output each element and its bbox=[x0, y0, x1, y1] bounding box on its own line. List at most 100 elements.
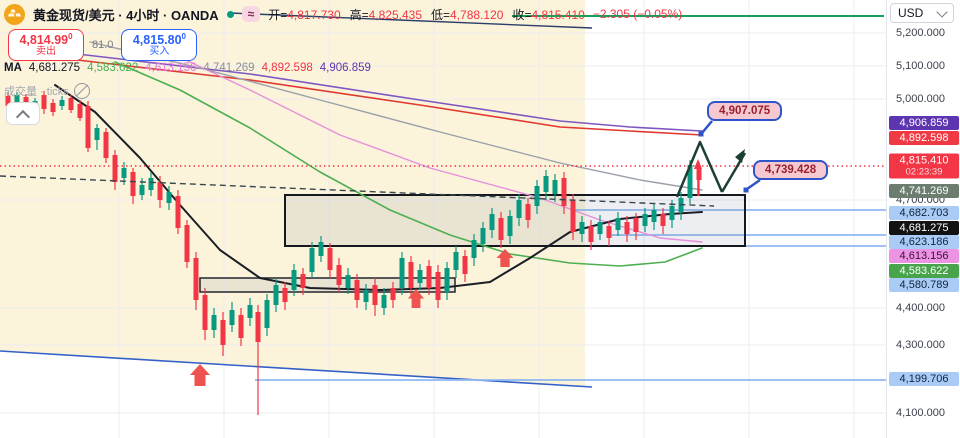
candle-body bbox=[336, 265, 342, 285]
candle-body bbox=[498, 218, 504, 240]
toolbar: 黄金现货/美元 · 4小时 · OANDA ≈ 开=4,817.730 高=4,8… bbox=[4, 0, 682, 28]
ma-slate bbox=[89, 41, 703, 191]
candle-body bbox=[471, 240, 477, 258]
candle-body bbox=[318, 242, 324, 256]
candle-body bbox=[669, 206, 675, 220]
ohlc-item: 高=4,825.435 bbox=[349, 7, 423, 22]
dashed-trendline-drawing[interactable] bbox=[0, 175, 715, 207]
axis-price-badge: 4,199.706 bbox=[889, 372, 959, 386]
symbol-title[interactable]: 黄金现货/美元 · 4小时 · OANDA bbox=[33, 7, 219, 23]
candle-body bbox=[130, 172, 136, 196]
collapse-panel-button[interactable] bbox=[6, 102, 40, 125]
axis-price-label: 5,000.000 bbox=[896, 93, 945, 105]
candle-body bbox=[273, 285, 279, 305]
up-arrow-marker[interactable] bbox=[190, 364, 210, 386]
candle-body bbox=[50, 103, 56, 112]
candle-body bbox=[588, 226, 594, 242]
candle-body bbox=[417, 270, 423, 283]
candle-body bbox=[157, 182, 163, 200]
candle-body bbox=[327, 248, 333, 270]
price-callout-high[interactable]: 4,907.075 bbox=[707, 101, 783, 121]
buy-button[interactable]: 4,815.800 买入 bbox=[121, 29, 198, 61]
axis-price-label: 4,100.000 bbox=[896, 407, 945, 419]
ma-red bbox=[59, 57, 703, 136]
axis-price-badge: 4,741.269 bbox=[889, 184, 959, 198]
volume-indicator-legend[interactable]: 成交量 · ticks bbox=[4, 83, 90, 99]
candle-body bbox=[606, 226, 612, 238]
trade-panel: 4,814.990 卖出 81.0 4,815.800 买入 bbox=[8, 29, 198, 61]
callout-tail bbox=[701, 120, 713, 134]
channel-bottom-drawing[interactable] bbox=[0, 350, 593, 388]
axis-price-badge: 4,613.156 bbox=[889, 249, 959, 263]
callout-anchor-dot bbox=[743, 187, 749, 193]
candle-body bbox=[462, 256, 468, 274]
eye-off-icon[interactable] bbox=[73, 83, 90, 99]
candle-body bbox=[291, 270, 297, 290]
candle-body bbox=[77, 104, 83, 118]
candle-body bbox=[14, 95, 20, 103]
ohlc-item: 收=4,815.410 bbox=[512, 7, 585, 22]
candle-body bbox=[453, 252, 459, 270]
candle-body bbox=[399, 258, 405, 288]
ma-legend[interactable]: MA 4,681.275 4,583.622 4,613.156 4,741.269 4… bbox=[4, 62, 371, 74]
candle-body bbox=[390, 288, 396, 300]
candle-body bbox=[229, 310, 235, 325]
candle-body bbox=[255, 312, 261, 342]
candle-body bbox=[534, 186, 540, 206]
market-open-dot-icon bbox=[226, 10, 234, 18]
zigzag-projection-drawing[interactable] bbox=[675, 140, 724, 198]
candle-body bbox=[112, 155, 118, 182]
ma-legend-label: MA bbox=[4, 62, 22, 74]
candle-body bbox=[363, 290, 369, 302]
approx-price-badge[interactable]: ≈ bbox=[241, 6, 261, 22]
channel-top-drawing[interactable] bbox=[229, 12, 593, 29]
candle-body bbox=[561, 178, 567, 206]
candle-body bbox=[660, 214, 666, 226]
candle-body bbox=[516, 200, 522, 218]
price-axis[interactable]: USD 5,200.000 5,100.000 5,000.000 4,700.000… bbox=[886, 0, 960, 438]
change-value: −2.305 (−0.05%) bbox=[592, 7, 683, 21]
axis-price-badge: 4,681.275 bbox=[889, 221, 959, 235]
candle-body bbox=[59, 100, 65, 106]
measure-arrow-head bbox=[694, 159, 702, 169]
candle-body bbox=[193, 258, 199, 300]
currency-selector[interactable]: USD bbox=[890, 3, 954, 23]
candle-body bbox=[220, 320, 226, 345]
candle-body bbox=[687, 165, 693, 198]
axis-price-label: 5,100.000 bbox=[896, 60, 945, 72]
up-arrow-marker[interactable] bbox=[408, 289, 424, 308]
axis-price-badge: 4,682.703 bbox=[889, 206, 959, 220]
ohlc-values: 开=4,817.730 高=4,825.435 低=4,788.120 收=4,815… bbox=[268, 6, 585, 23]
axis-price-label: 4,300.000 bbox=[896, 339, 945, 351]
sell-button[interactable]: 4,814.990 卖出 bbox=[8, 29, 84, 61]
rectangle-zone-drawing[interactable] bbox=[284, 194, 746, 247]
candle-body bbox=[166, 192, 172, 203]
ma-value: 4,906.859 bbox=[319, 62, 371, 74]
candle-body bbox=[507, 216, 513, 236]
axis-price-label: 5,200.000 bbox=[896, 27, 945, 39]
candle-body bbox=[633, 218, 639, 232]
up-arrow-marker[interactable] bbox=[496, 249, 514, 267]
candle-body bbox=[300, 274, 306, 288]
price-callout-low[interactable]: 4,739.428 bbox=[753, 160, 829, 180]
axis-price-label: 4,400.000 bbox=[896, 302, 945, 314]
axis-price-badge: 4,623.186 bbox=[889, 235, 959, 249]
candle-body bbox=[381, 295, 387, 308]
axis-price-badge: 4,892.598 bbox=[889, 131, 959, 145]
candle-body bbox=[426, 266, 432, 288]
candle-body bbox=[525, 204, 531, 220]
sell-label: 卖出 bbox=[36, 45, 56, 57]
ma-purple bbox=[59, 51, 703, 132]
ma-value: 4,583.622 bbox=[87, 62, 139, 74]
candle-body bbox=[309, 248, 315, 272]
ma-black bbox=[54, 84, 703, 291]
ohlc-item: 开=4,817.730 bbox=[268, 7, 341, 22]
candle-body bbox=[570, 200, 576, 232]
ma-value: 4,741.269 bbox=[203, 62, 255, 74]
candle-body bbox=[139, 185, 145, 195]
chevron-down-icon bbox=[936, 5, 948, 18]
callout-tail bbox=[746, 178, 761, 191]
candle-body bbox=[480, 228, 486, 244]
